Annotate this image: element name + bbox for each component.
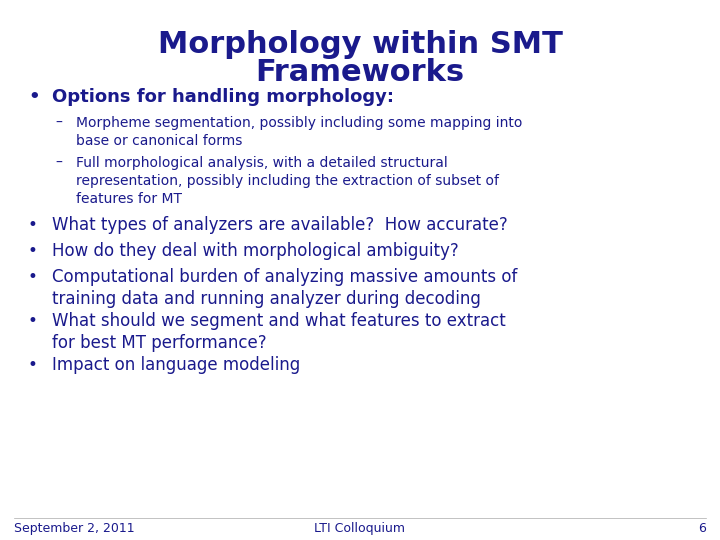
Text: Impact on language modeling: Impact on language modeling: [52, 356, 300, 374]
Text: September 2, 2011: September 2, 2011: [14, 522, 135, 535]
Text: –: –: [55, 116, 62, 130]
Text: •: •: [28, 356, 38, 374]
Text: •: •: [28, 216, 38, 234]
Text: Computational burden of analyzing massive amounts of
training data and running a: Computational burden of analyzing massiv…: [52, 268, 518, 308]
Text: How do they deal with morphological ambiguity?: How do they deal with morphological ambi…: [52, 242, 459, 260]
Text: –: –: [55, 156, 62, 170]
Text: Morphology within SMT: Morphology within SMT: [158, 30, 562, 59]
Text: •: •: [28, 268, 38, 286]
Text: Morpheme segmentation, possibly including some mapping into
base or canonical fo: Morpheme segmentation, possibly includin…: [76, 116, 523, 148]
Text: 6: 6: [698, 522, 706, 535]
Text: Frameworks: Frameworks: [256, 58, 464, 87]
Text: •: •: [28, 88, 40, 106]
Text: What types of analyzers are available?  How accurate?: What types of analyzers are available? H…: [52, 216, 508, 234]
Text: What should we segment and what features to extract
for best MT performance?: What should we segment and what features…: [52, 312, 505, 352]
Text: •: •: [28, 312, 38, 330]
Text: Full morphological analysis, with a detailed structural
representation, possibly: Full morphological analysis, with a deta…: [76, 156, 499, 206]
Text: Options for handling morphology:: Options for handling morphology:: [52, 88, 394, 106]
Text: LTI Colloquium: LTI Colloquium: [315, 522, 405, 535]
Text: •: •: [28, 242, 38, 260]
